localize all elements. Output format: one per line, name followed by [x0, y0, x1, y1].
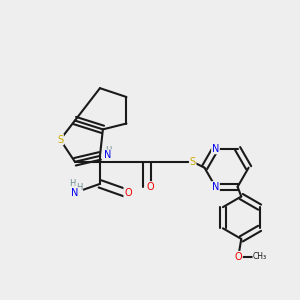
Text: H: H	[105, 146, 111, 155]
Text: N: N	[104, 150, 112, 160]
Text: H: H	[76, 183, 83, 192]
Text: CH₃: CH₃	[253, 252, 267, 261]
Text: N: N	[71, 188, 79, 198]
Text: O: O	[146, 182, 154, 192]
Text: H: H	[69, 179, 76, 188]
Text: O: O	[235, 252, 242, 262]
Text: S: S	[57, 135, 63, 145]
Text: N: N	[212, 182, 219, 192]
Text: O: O	[124, 188, 132, 198]
Text: N: N	[212, 143, 219, 154]
Text: S: S	[190, 157, 196, 167]
